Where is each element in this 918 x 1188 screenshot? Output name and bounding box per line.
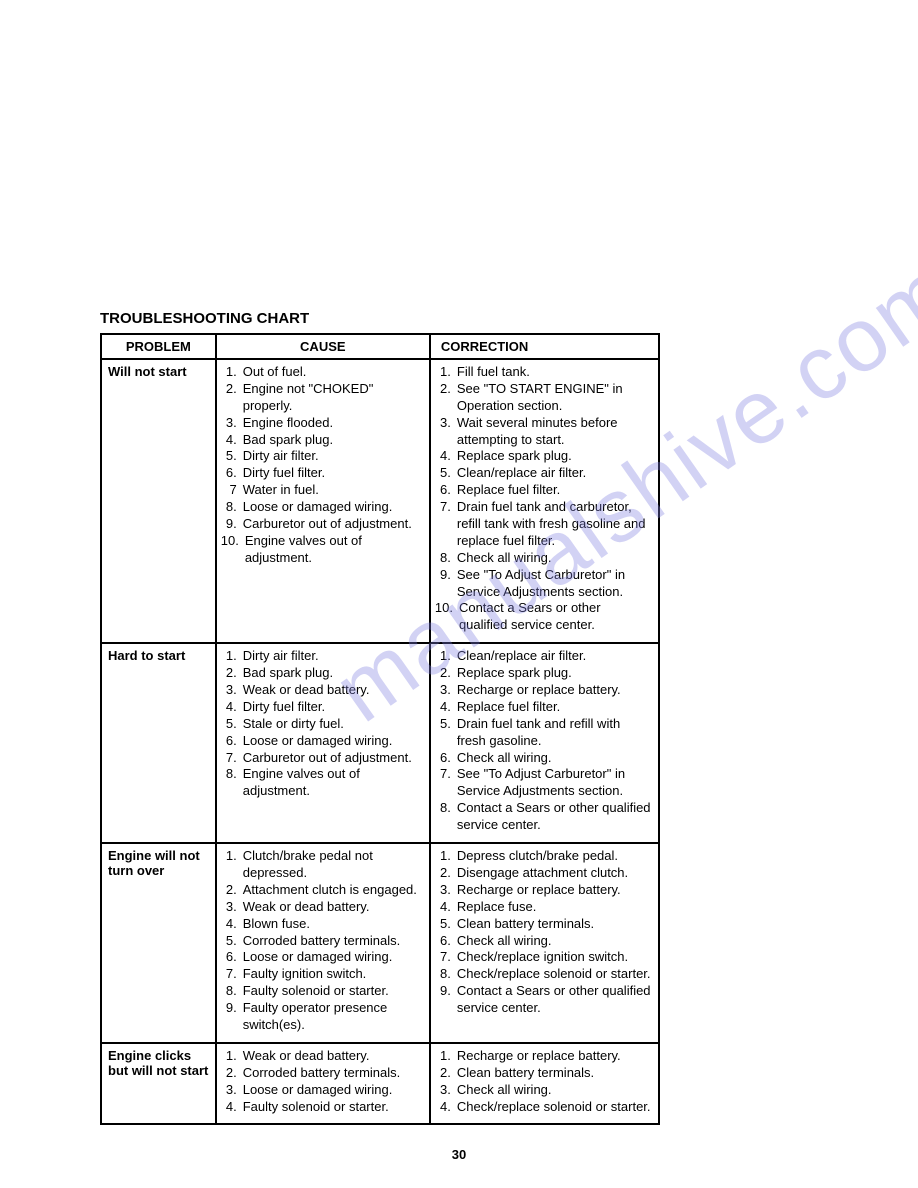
list-item: 1.Dirty air filter. xyxy=(221,648,423,665)
troubleshooting-table: PROBLEM CAUSE CORRECTION Will not start1… xyxy=(100,333,660,1125)
table-row: Engine will not turn over1.Clutch/brake … xyxy=(101,843,659,1043)
list-item: 1.Clean/replace air filter. xyxy=(435,648,652,665)
header-cause: CAUSE xyxy=(216,334,430,359)
list-item: 10.Contact a Sears or other qualified se… xyxy=(435,600,652,634)
list-item: 8.Loose or damaged wiring. xyxy=(221,499,423,516)
list-item: 6.Check all wiring. xyxy=(435,933,652,950)
list-item: 2.Bad spark plug. xyxy=(221,665,423,682)
list-item: 6.Replace fuel filter. xyxy=(435,482,652,499)
list-item: 1.Weak or dead battery. xyxy=(221,1048,423,1065)
list-item: 2.Clean battery terminals. xyxy=(435,1065,652,1082)
list-item: 3.Loose or damaged wiring. xyxy=(221,1082,423,1099)
list-item: 3.Check all wiring. xyxy=(435,1082,652,1099)
table-row: Engine clicks but will not start1.Weak o… xyxy=(101,1043,659,1125)
problem-cell: Hard to start xyxy=(101,643,216,843)
list-item: 4.Dirty fuel filter. xyxy=(221,699,423,716)
list-item: 5.Dirty air filter. xyxy=(221,448,423,465)
problem-cell: Engine clicks but will not start xyxy=(101,1043,216,1125)
list-item: 3.Weak or dead battery. xyxy=(221,682,423,699)
list-item: 4.Replace fuel filter. xyxy=(435,699,652,716)
correction-cell: 1.Recharge or replace battery.2.Clean ba… xyxy=(430,1043,659,1125)
list-item: 7.Faulty ignition switch. xyxy=(221,966,423,983)
list-item: 4.Bad spark plug. xyxy=(221,432,423,449)
list-item: 9.See "To Adjust Carburetor" in Service … xyxy=(435,567,652,601)
list-item: 8.Contact a Sears or other qualified ser… xyxy=(435,800,652,834)
header-problem: PROBLEM xyxy=(101,334,216,359)
list-item: 9.Faulty operator presence switch(es). xyxy=(221,1000,423,1034)
list-item: 5.Clean/replace air filter. xyxy=(435,465,652,482)
page-number: 30 xyxy=(452,1147,466,1162)
list-item: 8.Engine valves out of adjustment. xyxy=(221,766,423,800)
list-item: 9.Contact a Sears or other qualified ser… xyxy=(435,983,652,1017)
correction-cell: 1.Clean/replace air filter.2.Replace spa… xyxy=(430,643,659,843)
list-item: 4.Check/replace solenoid or starter. xyxy=(435,1099,652,1116)
list-item: 5.Drain fuel tank and refill with fresh … xyxy=(435,716,652,750)
list-item: 7.See "To Adjust Carburetor" in Service … xyxy=(435,766,652,800)
cause-cell: 1.Weak or dead battery.2.Corroded batter… xyxy=(216,1043,430,1125)
list-item: 3.Weak or dead battery. xyxy=(221,899,423,916)
correction-cell: 1.Depress clutch/brake pedal.2.Disengage… xyxy=(430,843,659,1043)
list-item: 4.Faulty solenoid or starter. xyxy=(221,1099,423,1116)
list-item: 6.Loose or damaged wiring. xyxy=(221,733,423,750)
list-item: 4.Blown fuse. xyxy=(221,916,423,933)
list-item: 1.Fill fuel tank. xyxy=(435,364,652,381)
list-item: 2.Disengage attachment clutch. xyxy=(435,865,652,882)
list-item: 9.Carburetor out of adjustment. xyxy=(221,516,423,533)
list-item: 1.Clutch/brake pedal not depressed. xyxy=(221,848,423,882)
list-item: 2.Engine not "CHOKED" properly. xyxy=(221,381,423,415)
list-item: 8.Faulty solenoid or starter. xyxy=(221,983,423,1000)
list-item: 4.Replace fuse. xyxy=(435,899,652,916)
list-item: 7Water in fuel. xyxy=(221,482,423,499)
list-item: 5.Stale or dirty fuel. xyxy=(221,716,423,733)
list-item: 1.Recharge or replace battery. xyxy=(435,1048,652,1065)
list-item: 1.Out of fuel. xyxy=(221,364,423,381)
list-item: 4.Replace spark plug. xyxy=(435,448,652,465)
list-item: 3.Recharge or replace battery. xyxy=(435,682,652,699)
list-item: 5.Clean battery terminals. xyxy=(435,916,652,933)
chart-title: TROUBLESHOOTING CHART xyxy=(100,310,818,327)
list-item: 2.Corroded battery terminals. xyxy=(221,1065,423,1082)
list-item: 6.Check all wiring. xyxy=(435,750,652,767)
list-item: 3.Recharge or replace battery. xyxy=(435,882,652,899)
list-item: 6.Dirty fuel filter. xyxy=(221,465,423,482)
table-row: Will not start1.Out of fuel.2.Engine not… xyxy=(101,359,659,643)
list-item: 7.Check/replace ignition switch. xyxy=(435,949,652,966)
header-correction: CORRECTION xyxy=(430,334,659,359)
problem-cell: Engine will not turn over xyxy=(101,843,216,1043)
list-item: 8.Check all wiring. xyxy=(435,550,652,567)
list-item: 7.Carburetor out of adjustment. xyxy=(221,750,423,767)
correction-cell: 1.Fill fuel tank.2.See "TO START ENGINE"… xyxy=(430,359,659,643)
cause-cell: 1.Out of fuel.2.Engine not "CHOKED" prop… xyxy=(216,359,430,643)
list-item: 7.Drain fuel tank and carburetor, refill… xyxy=(435,499,652,550)
table-row: Hard to start1.Dirty air filter.2.Bad sp… xyxy=(101,643,659,843)
list-item: 1.Depress clutch/brake pedal. xyxy=(435,848,652,865)
list-item: 6.Loose or damaged wiring. xyxy=(221,949,423,966)
problem-cell: Will not start xyxy=(101,359,216,643)
list-item: 10.Engine valves out of adjustment. xyxy=(221,533,423,567)
list-item: 5.Corroded battery terminals. xyxy=(221,933,423,950)
cause-cell: 1.Clutch/brake pedal not depressed.2.Att… xyxy=(216,843,430,1043)
list-item: 2.See "TO START ENGINE" in Operation sec… xyxy=(435,381,652,415)
list-item: 2.Replace spark plug. xyxy=(435,665,652,682)
list-item: 3.Engine flooded. xyxy=(221,415,423,432)
list-item: 8.Check/replace solenoid or starter. xyxy=(435,966,652,983)
list-item: 2.Attachment clutch is engaged. xyxy=(221,882,423,899)
list-item: 3.Wait several minutes before attempting… xyxy=(435,415,652,449)
cause-cell: 1.Dirty air filter.2.Bad spark plug.3.We… xyxy=(216,643,430,843)
